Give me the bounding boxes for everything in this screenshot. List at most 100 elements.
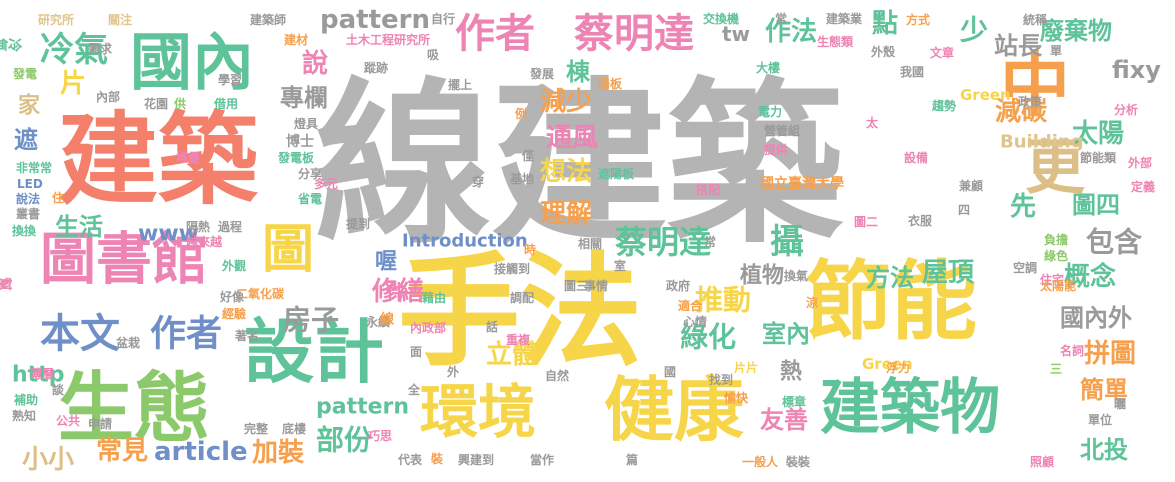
cloud-word: 建築業	[825, 11, 863, 26]
cloud-word: 提供	[764, 142, 788, 157]
cloud-word: 幫	[0, 275, 13, 291]
cloud-word: 生態類	[817, 34, 854, 49]
cloud-word: 節能類	[1080, 150, 1117, 165]
cloud-word: 陽板	[598, 76, 623, 91]
cloud-word: 節能	[805, 252, 977, 352]
cloud-word: 手法	[398, 241, 642, 383]
cloud-word: 兼顧	[958, 178, 983, 193]
cloud-word: 蔡明達	[615, 223, 711, 261]
cloud-word: 燈具	[294, 116, 318, 131]
cloud-word: 統稱	[1023, 12, 1047, 27]
cloud-word: 營管組	[764, 123, 800, 138]
cloud-word: 申請	[88, 416, 112, 431]
cloud-word: 家	[18, 93, 41, 119]
cloud-word: 部份	[316, 424, 372, 457]
cloud-word: 屋頂	[922, 258, 975, 288]
cloud-word: 更	[1025, 133, 1086, 203]
cloud-word: 調配	[510, 290, 534, 305]
cloud-word: 分享	[298, 166, 322, 181]
cloud-word: 喔	[375, 250, 397, 275]
cloud-word: 一般人	[742, 454, 779, 469]
cloud-word: 說法	[16, 191, 40, 206]
cloud-word: 省電	[297, 191, 322, 206]
cloud-word: 國	[664, 365, 676, 379]
cloud-word: 僅	[521, 148, 534, 163]
cloud-word: Building	[1000, 132, 1084, 153]
cloud-word: 蔡明達	[574, 11, 694, 57]
cloud-word: 負擔	[1044, 232, 1068, 247]
cloud-word: 站長	[994, 32, 1043, 60]
cloud-word: 完整	[244, 421, 268, 436]
cloud-word: 定義	[1131, 179, 1155, 194]
cloud-word: 三	[1050, 362, 1062, 376]
cloud-word: 關注	[108, 12, 132, 27]
cloud-word: 浮力	[886, 360, 910, 375]
cloud-word: 接觸到	[494, 261, 530, 276]
cloud-word: LED	[17, 177, 43, 191]
cloud-word: 土木工程研究所	[346, 32, 430, 47]
cloud-word: 換換	[12, 223, 37, 238]
cloud-word: 常見	[96, 436, 148, 466]
cloud-word: 生活	[55, 213, 103, 241]
cloud-word: 環境	[420, 378, 536, 446]
cloud-word: 國立臺灣大學	[760, 175, 844, 192]
cloud-word: 建築物	[820, 373, 1000, 443]
cloud-word: 交換機	[703, 11, 739, 26]
cloud-word: 自然	[545, 368, 569, 383]
cloud-word: 曬	[1114, 397, 1126, 411]
cloud-word: 線	[380, 311, 394, 328]
cloud-word: 自行	[431, 11, 455, 26]
cloud-word: 減少	[540, 87, 592, 117]
cloud-word: 提到	[346, 216, 370, 231]
cloud-word: 建材	[283, 32, 308, 47]
cloud-word: 裝	[430, 451, 444, 466]
cloud-word: 盆栽	[115, 335, 140, 350]
cloud-word: 想法	[540, 157, 592, 187]
cloud-word: 片	[60, 69, 86, 99]
cloud-word: 專欄	[280, 84, 328, 112]
cloud-word: pattern	[316, 395, 409, 420]
cloud-word: 多元	[314, 176, 338, 191]
cloud-word: 蹤跡	[364, 60, 388, 75]
cloud-word: 涼	[806, 295, 818, 310]
cloud-word: 房子	[283, 304, 339, 337]
cloud-word: 生態	[58, 364, 210, 453]
cloud-word: 方法	[866, 264, 914, 292]
cloud-word: 熟知	[12, 408, 36, 423]
cloud-word: 簡單	[1080, 376, 1128, 404]
cloud-word: 通風	[546, 123, 598, 153]
cloud-word: Introduction	[402, 231, 528, 252]
cloud-word: 經驗	[222, 306, 246, 321]
cloud-word: 越來越	[185, 234, 223, 249]
cloud-word: 外殼	[871, 44, 896, 59]
cloud-word: 冷氣	[0, 36, 23, 52]
cloud-word: 國內	[130, 26, 254, 99]
cloud-word: tw	[722, 22, 750, 46]
cloud-word: 內政部	[410, 320, 446, 335]
cloud-word: 話	[486, 319, 498, 334]
cloud-word: 外觀	[222, 258, 246, 273]
cloud-word: 圖三	[564, 279, 588, 293]
cloud-word: 擺上	[448, 77, 472, 92]
cloud-word: 作者	[455, 11, 535, 57]
cloud-word: 友善	[760, 406, 808, 434]
cloud-word: 政府	[666, 278, 690, 293]
cloud-word: 二氧化碳	[236, 286, 285, 301]
cloud-word: 單位	[1088, 412, 1112, 427]
cloud-word: 四	[958, 203, 970, 217]
cloud-word: 常	[704, 234, 716, 249]
cloud-word: 本文	[40, 311, 120, 357]
cloud-word: 趨勢	[931, 98, 956, 113]
cloud-word: http	[12, 363, 64, 388]
cloud-word: 找到	[709, 372, 733, 387]
cloud-word: 堆疊	[176, 150, 200, 165]
cloud-word: 建築師	[249, 12, 286, 27]
cloud-word: 圖二	[854, 215, 878, 229]
cloud-word: fixy	[1112, 56, 1161, 84]
cloud-word: 中	[1000, 44, 1070, 126]
cloud-word: 永續	[365, 314, 390, 329]
cloud-word: 外部	[1128, 155, 1152, 170]
cloud-word: 立體	[486, 339, 538, 370]
cloud-word: 補助	[13, 392, 38, 407]
